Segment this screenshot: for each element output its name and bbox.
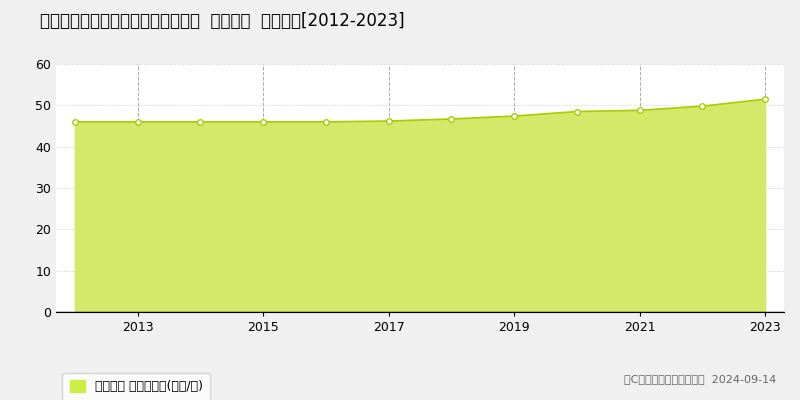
Text: （C）土地価格ドットコム  2024-09-14: （C）土地価格ドットコム 2024-09-14: [624, 374, 776, 384]
Legend: 地価公示 平均坤単価(万円/坤): 地価公示 平均坤単価(万円/坤): [62, 373, 210, 400]
Text: 大阪府堺市西区鳳西町１丁８２番２  地価公示  地価推移[2012-2023]: 大阪府堺市西区鳳西町１丁８２番２ 地価公示 地価推移[2012-2023]: [40, 12, 405, 30]
